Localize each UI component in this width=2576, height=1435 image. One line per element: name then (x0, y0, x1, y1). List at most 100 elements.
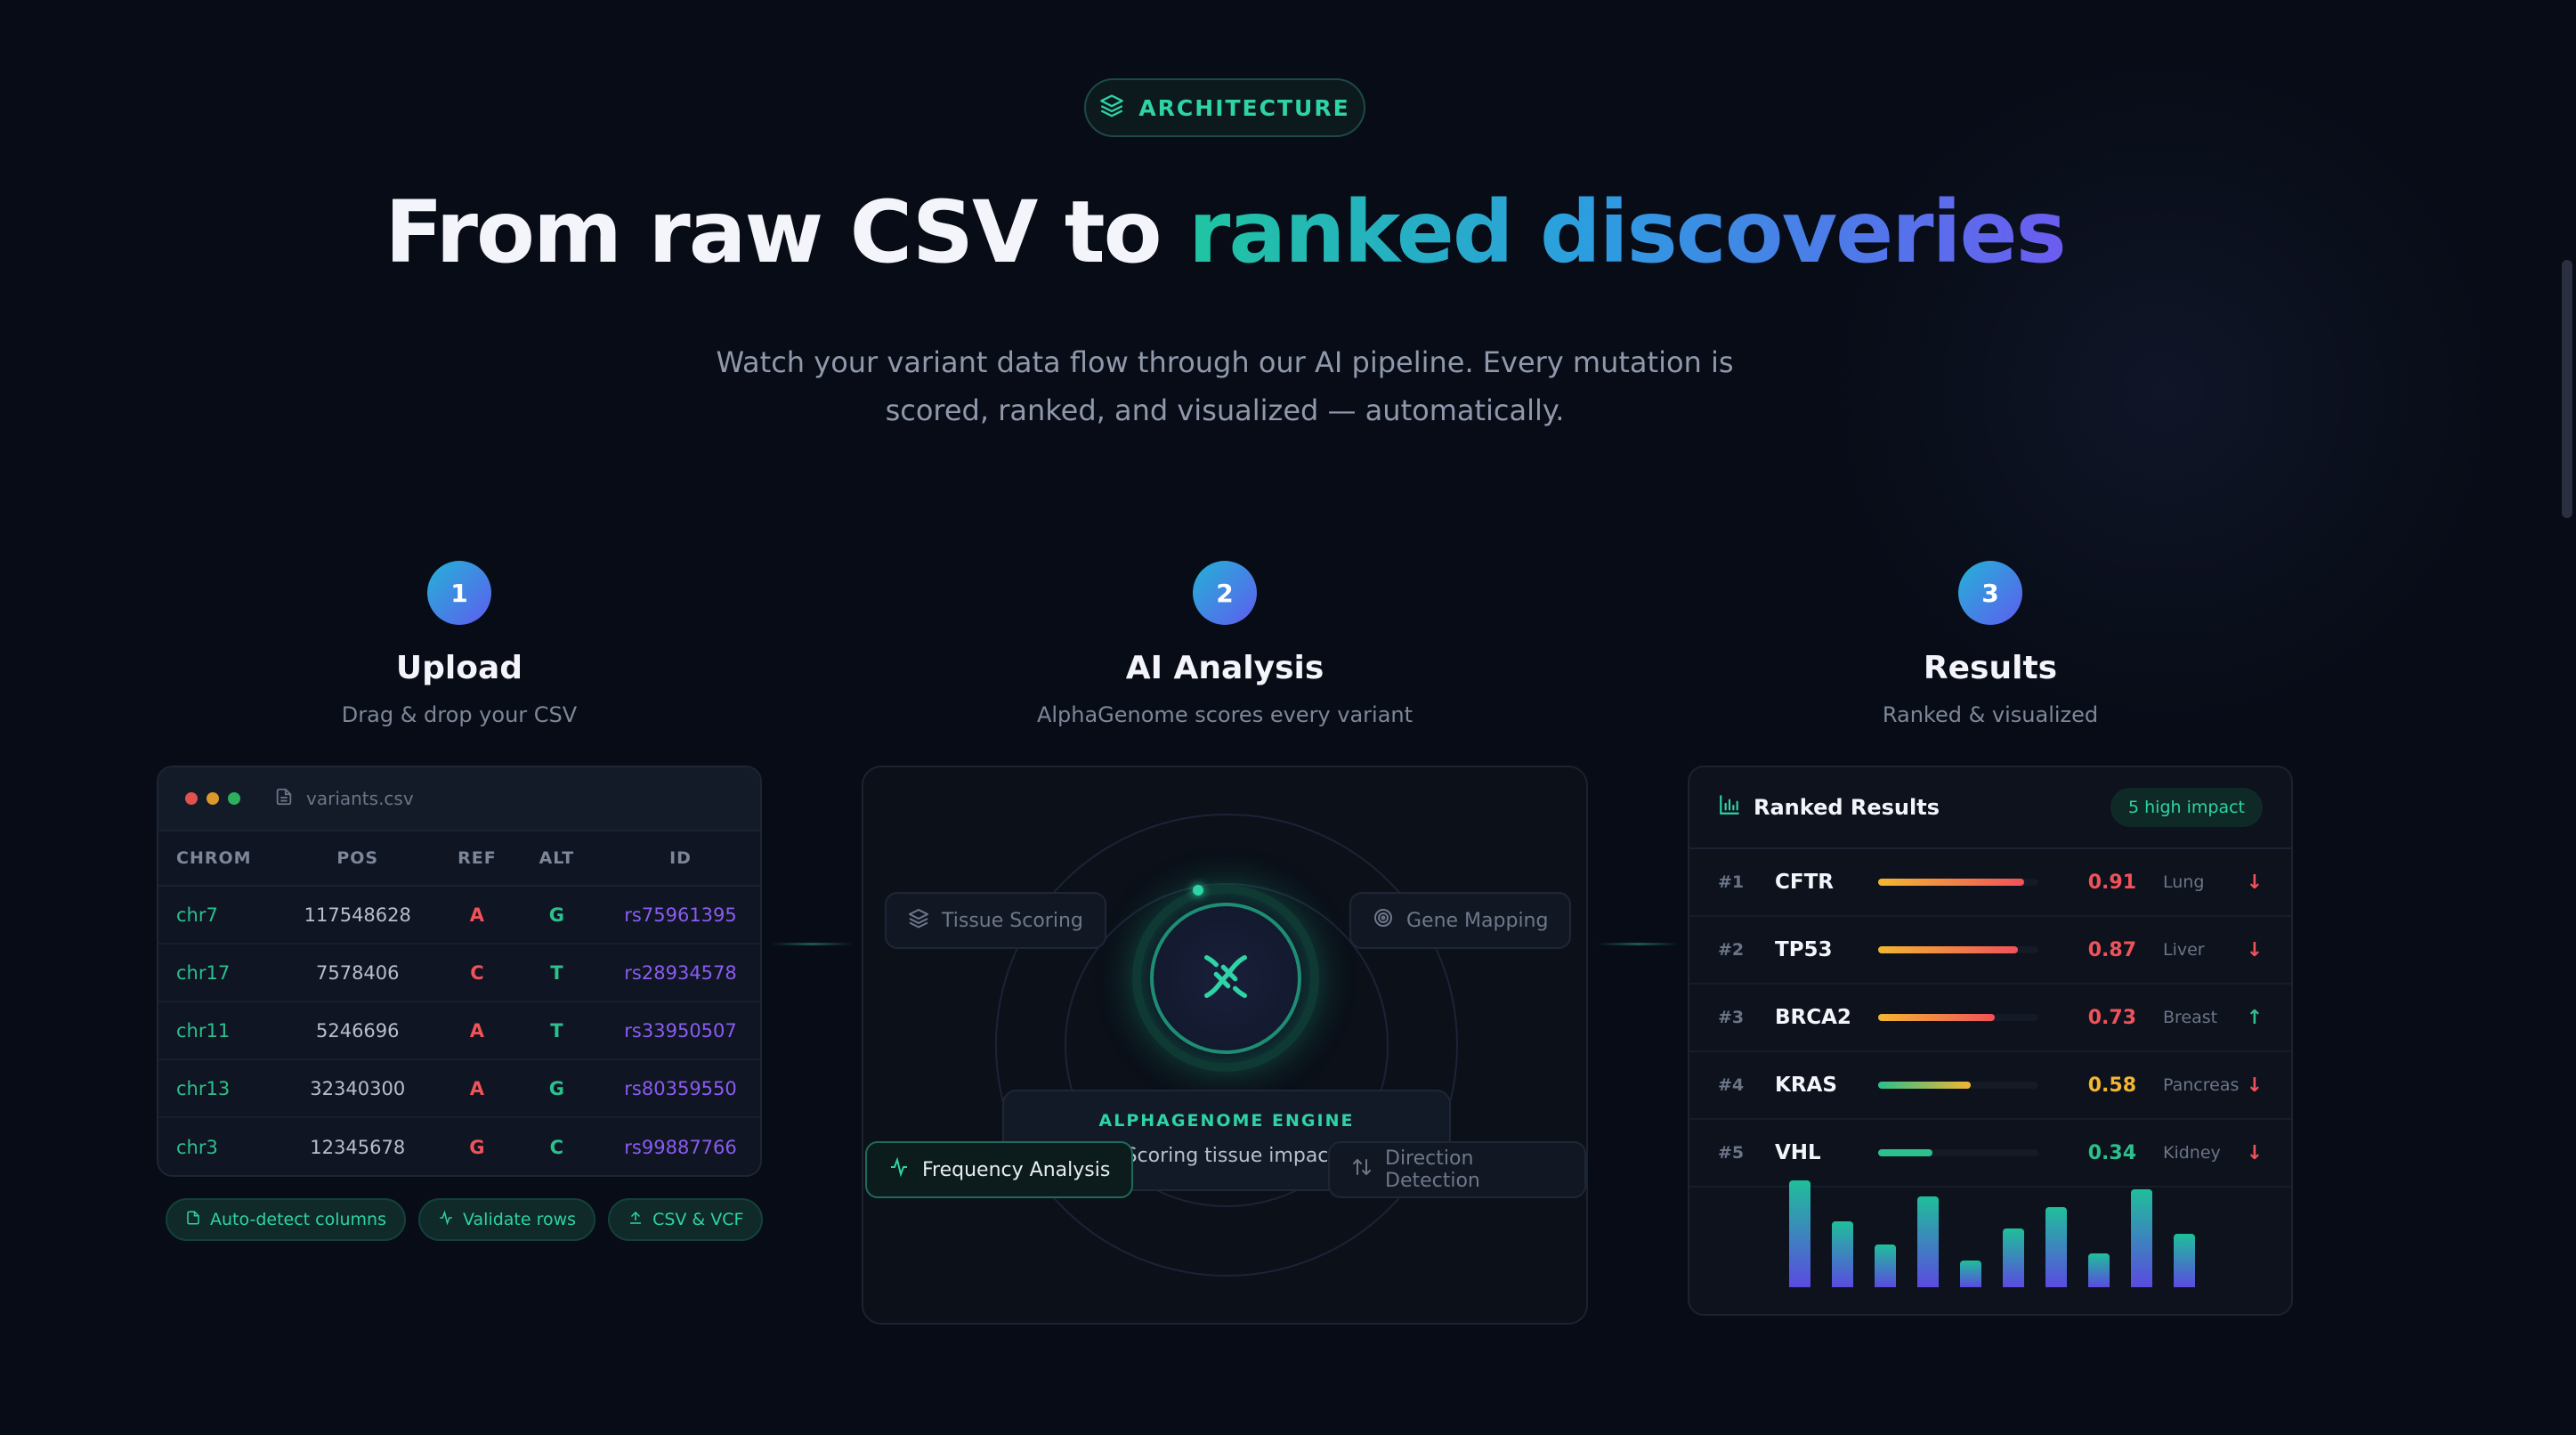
file-window-header: variants.csv (158, 767, 760, 831)
table-row: chr13 32340300 A G rs80359550 (158, 1060, 760, 1118)
orbit-ring-outer (995, 814, 1458, 1277)
result-row[interactable]: #3 BRCA2 0.73 Breast ↑ (1689, 985, 2291, 1052)
column-header: ID (669, 848, 692, 868)
column-header: POS (336, 848, 379, 868)
cell-pos: 117548628 (304, 904, 411, 926)
chip-validate: Validate rows (418, 1198, 596, 1241)
result-score: 0.73 (2087, 1006, 2136, 1029)
result-gene: KRAS (1775, 1074, 1837, 1097)
step-subtitle: AlphaGenome scores every variant (1036, 702, 1414, 727)
result-gene: TP53 (1775, 938, 1833, 961)
cell-chrom: chr17 (176, 961, 231, 984)
histogram-bar (2003, 1228, 2024, 1287)
upload-icon (628, 1210, 644, 1230)
arrow-up-icon: ↑ (2246, 1006, 2263, 1029)
result-rank: #2 (1718, 940, 1745, 960)
histogram-bar (1832, 1221, 1853, 1287)
upload-feature-chips: Auto-detect columns Validate rows CSV & … (166, 1198, 764, 1241)
table-header: CHROM POS REF ALT ID (158, 831, 760, 887)
results-header: Ranked Results 5 high impact (1689, 767, 2291, 849)
score-bar-fill (1878, 1149, 1933, 1156)
step-results: 3 Results Ranked & visualized (1679, 561, 2302, 727)
chip-formats: CSV & VCF (608, 1198, 764, 1241)
result-score: 0.34 (2087, 1141, 2136, 1164)
background-glow (1825, 53, 2501, 730)
histogram-bar (2088, 1253, 2110, 1287)
table-row: chr3 12345678 G C rs99887766 (158, 1118, 760, 1175)
scrollbar-thumb[interactable] (2562, 260, 2572, 518)
result-score: 0.87 (2087, 938, 2136, 961)
result-tissue: Liver (2163, 940, 2205, 960)
histogram-bar (2174, 1234, 2195, 1287)
hero-title: From raw CSV to ranked discoveries (0, 182, 2450, 282)
score-bar-fill (1878, 946, 2018, 953)
cell-alt: G (548, 1077, 564, 1099)
score-bar (1878, 879, 2038, 886)
result-tissue: Breast (2163, 1008, 2218, 1027)
step-title: Upload (395, 650, 523, 686)
cell-pos: 7578406 (315, 961, 400, 984)
chip-label: CSV & VCF (652, 1210, 744, 1229)
engine-core (1132, 885, 1319, 1072)
cell-id: rs80359550 (624, 1077, 737, 1099)
arrow-down-icon: ↓ (2246, 1074, 2263, 1097)
analysis-card: Tissue Scoring Gene Mapping ALPHAGENOME … (862, 766, 1588, 1325)
step-number: 1 (427, 561, 491, 625)
pill-direction-detection: Direction Detection (1328, 1141, 1586, 1198)
engine-label: ALPHAGENOME ENGINE (1098, 1111, 1355, 1131)
result-row[interactable]: #2 TP53 0.87 Liver ↓ (1689, 917, 2291, 985)
activity-icon (438, 1209, 454, 1230)
result-rank: #1 (1718, 872, 1745, 892)
pill-label: Direction Detection (1385, 1147, 1480, 1192)
layers-icon (1099, 93, 1124, 123)
cell-ref: A (469, 1019, 485, 1042)
result-row[interactable]: #5 VHL 0.34 Kidney ↓ (1689, 1120, 2291, 1188)
column-header: CHROM (176, 848, 252, 868)
result-score: 0.91 (2087, 871, 2136, 894)
cell-id: rs99887766 (624, 1136, 737, 1158)
result-rank: #3 (1718, 1008, 1745, 1027)
score-bar-fill (1878, 1014, 1996, 1021)
table-row: chr11 5246696 A T rs33950507 (158, 1002, 760, 1060)
result-rank: #5 (1718, 1143, 1745, 1163)
column-header: REF (458, 848, 497, 868)
file-name-label: variants.csv (306, 788, 414, 809)
file-icon (185, 1210, 201, 1230)
step-subtitle: Drag & drop your CSV (341, 702, 578, 727)
chip-auto-detect: Auto-detect columns (166, 1198, 406, 1241)
score-bar-fill (1878, 1082, 1972, 1089)
cell-ref: A (469, 904, 485, 926)
chip-label: Validate rows (463, 1210, 577, 1229)
score-bar (1878, 1082, 2038, 1089)
result-rank: #4 (1718, 1075, 1745, 1095)
engine-status: Scoring tissue impac (1124, 1145, 1329, 1167)
arrow-down-icon: ↓ (2246, 938, 2263, 961)
cell-id: rs75961395 (624, 904, 737, 926)
scrollbar[interactable] (2558, 0, 2576, 1435)
results-title: Ranked Results (1718, 793, 1940, 822)
cell-pos: 5246696 (315, 1019, 400, 1042)
pill-gene-mapping: Gene Mapping (1349, 892, 1572, 949)
target-icon (1373, 907, 1394, 934)
hero-subtitle-line: scored, ranked, and visualized — automat… (885, 393, 1565, 427)
hero-subtitle: Watch your variant data flow through our… (691, 338, 1759, 434)
cell-chrom: chr3 (176, 1136, 218, 1158)
section-badge: ARCHITECTURE (1084, 78, 1365, 137)
result-row[interactable]: #1 CFTR 0.91 Lung ↓ (1689, 849, 2291, 917)
cell-chrom: chr13 (176, 1077, 231, 1099)
cell-chrom: chr7 (176, 904, 218, 926)
bar-chart-icon (1718, 793, 1741, 822)
histogram-bar (1960, 1261, 1981, 1287)
window-maximize-dot (228, 792, 240, 805)
result-gene: CFTR (1775, 871, 1834, 894)
cell-ref: C (470, 961, 484, 984)
dna-icon (1197, 948, 1254, 1009)
result-row[interactable]: #4 KRAS 0.58 Pancreas ↓ (1689, 1052, 2291, 1120)
pill-label: Gene Mapping (1406, 909, 1549, 932)
hero-subtitle-line: Watch your variant data flow through our… (716, 345, 1734, 379)
window-close-dot (185, 792, 198, 805)
result-gene: VHL (1775, 1141, 1821, 1164)
chip-label: Auto-detect columns (210, 1210, 386, 1229)
results-card: Ranked Results 5 high impact #1 CFTR 0.91 L… (1688, 766, 2293, 1316)
orbit-dot (1193, 885, 1203, 896)
